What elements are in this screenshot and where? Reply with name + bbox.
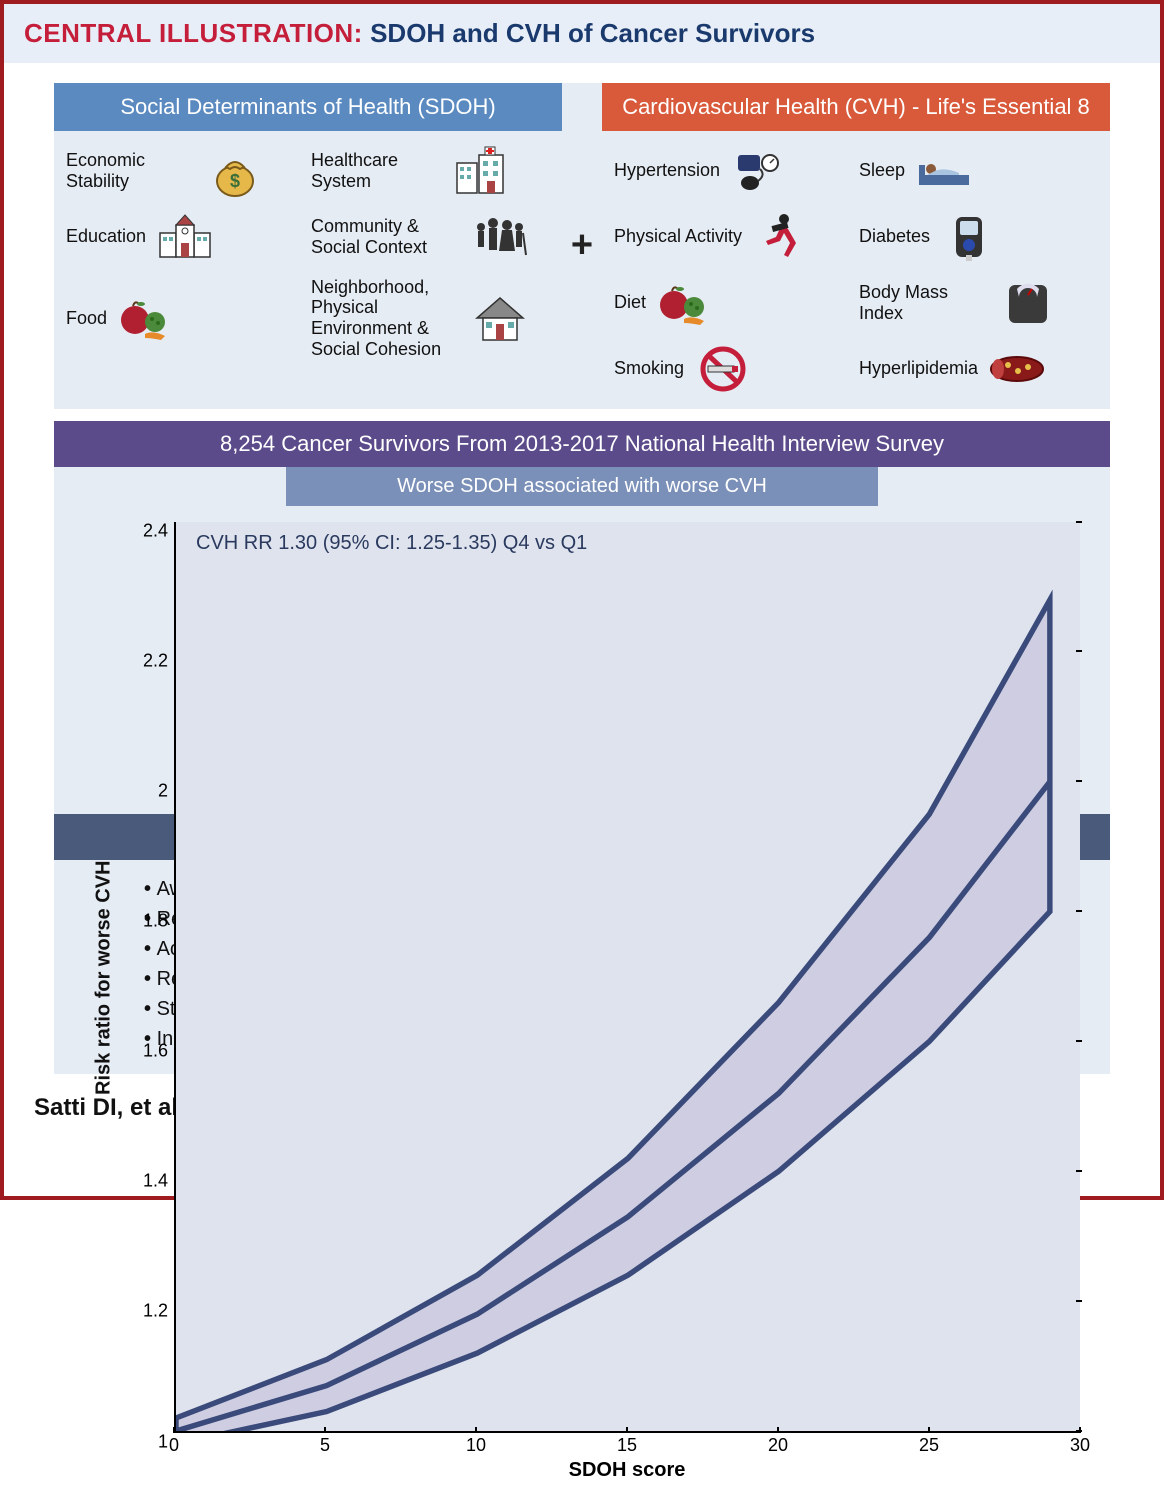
school-icon xyxy=(156,211,214,263)
cvh-item: Hypertension xyxy=(614,145,853,197)
sdoh-grid: Economic Stability Healthcare System Educa… xyxy=(54,131,562,374)
cvh-item-label: Hyperlipidemia xyxy=(859,358,978,379)
title-prefix: CENTRAL ILLUSTRATION: xyxy=(24,18,363,48)
ytick-label: 2.4 xyxy=(143,520,168,541)
xtick-label: 25 xyxy=(919,1435,939,1456)
cvh-item-label: Hypertension xyxy=(614,160,720,181)
cvh-panel: Cardiovascular Health (CVH) - Life's Ess… xyxy=(602,83,1110,409)
moneybag-icon xyxy=(206,145,264,197)
sdoh-item: Education xyxy=(66,211,305,263)
ytick-label: 1.4 xyxy=(143,1171,168,1192)
chart-ylabel: Risk ratio for worse CVH xyxy=(84,522,124,1433)
ytick-label: 1 xyxy=(158,1431,168,1452)
house-icon xyxy=(471,292,529,344)
figure-frame: CENTRAL ILLUSTRATION: SDOH and CVH of Ca… xyxy=(0,0,1164,1200)
title-bar: CENTRAL ILLUSTRATION: SDOH and CVH of Ca… xyxy=(4,4,1160,63)
bp-icon xyxy=(730,145,788,197)
cvh-item: Body Mass Index xyxy=(859,277,1098,329)
people-icon xyxy=(471,211,529,263)
cvh-item-label: Sleep xyxy=(859,160,905,181)
sdoh-item: Food xyxy=(66,277,305,360)
scale-icon xyxy=(999,277,1057,329)
artery-icon xyxy=(988,343,1046,395)
sdoh-item-label: Food xyxy=(66,308,107,329)
chart-xticks: 051015202530 xyxy=(174,1433,1080,1459)
sdoh-item: Neighborhood, Physical Environment & Soc… xyxy=(311,277,550,360)
sdoh-item-label: Economic Stability xyxy=(66,150,196,191)
sdoh-item-label: Healthcare System xyxy=(311,150,441,191)
ytick-label: 1.8 xyxy=(143,910,168,931)
ytick-label: 1.2 xyxy=(143,1301,168,1322)
xtick-label: 10 xyxy=(466,1435,486,1456)
xtick-label: 5 xyxy=(320,1435,330,1456)
chart-annotation: CVH RR 1.30 (95% CI: 1.25-1.35) Q4 vs Q1 xyxy=(196,532,587,555)
chart-area: Risk ratio for worse CVH 11.21.41.61.822… xyxy=(54,516,1110,814)
cvh-item: Sleep xyxy=(859,145,1098,197)
chart-svg xyxy=(176,522,1080,1431)
xtick-label: 30 xyxy=(1070,1435,1090,1456)
food-icon xyxy=(117,292,175,344)
cvh-item-label: Smoking xyxy=(614,358,684,379)
xtick-label: 20 xyxy=(768,1435,788,1456)
cvh-item: Hyperlipidemia xyxy=(859,343,1098,395)
xtick-label: 15 xyxy=(617,1435,637,1456)
cvh-item-label: Diet xyxy=(614,292,646,313)
title-main: SDOH and CVH of Cancer Survivors xyxy=(370,18,815,48)
cvh-item: Smoking xyxy=(614,343,853,395)
cvh-header: Cardiovascular Health (CVH) - Life's Ess… xyxy=(602,83,1110,131)
ytick-label: 2.2 xyxy=(143,650,168,671)
cvh-item: Physical Activity xyxy=(614,211,853,263)
survey-banner: 8,254 Cancer Survivors From 2013-2017 Na… xyxy=(54,421,1110,467)
food-icon xyxy=(656,277,714,329)
subbanner-wrap: Worse SDOH associated with worse CVH xyxy=(54,467,1110,516)
nosmoke-icon xyxy=(694,343,752,395)
sdoh-item: Economic Stability xyxy=(66,145,305,197)
chart-yticks: 11.21.41.61.822.22.4 xyxy=(124,522,174,1433)
sdoh-item-label: Neighborhood, Physical Environment & Soc… xyxy=(311,277,461,360)
panels-row: Social Determinants of Health (SDOH) Eco… xyxy=(54,83,1110,409)
glucometer-icon xyxy=(940,211,998,263)
sdoh-item: Community & Social Context xyxy=(311,211,550,263)
cvh-item-label: Diabetes xyxy=(859,226,930,247)
xtick-label: 0 xyxy=(169,1435,179,1456)
sdoh-item: Healthcare System xyxy=(311,145,550,197)
plus-icon: + xyxy=(562,83,602,409)
run-icon xyxy=(752,211,810,263)
sdoh-item-label: Community & Social Context xyxy=(311,216,461,257)
sdoh-panel: Social Determinants of Health (SDOH) Eco… xyxy=(54,83,562,409)
chart-plot: CVH RR 1.30 (95% CI: 1.25-1.35) Q4 vs Q1 xyxy=(174,522,1080,1433)
ytick-label: 2 xyxy=(158,780,168,801)
cvh-item: Diabetes xyxy=(859,211,1098,263)
sdoh-item-label: Education xyxy=(66,226,146,247)
cvh-grid: Hypertension Sleep Physical Activity Diabet… xyxy=(602,131,1110,409)
sdoh-header: Social Determinants of Health (SDOH) xyxy=(54,83,562,131)
hospital-icon xyxy=(451,145,509,197)
association-subbanner: Worse SDOH associated with worse CVH xyxy=(286,467,877,506)
cvh-item-label: Physical Activity xyxy=(614,226,742,247)
sleep-icon xyxy=(915,145,973,197)
content: Social Determinants of Health (SDOH) Eco… xyxy=(4,63,1160,1074)
chart-xlabel: SDOH score xyxy=(174,1459,1080,1489)
cvh-item-label: Body Mass Index xyxy=(859,282,989,323)
ytick-label: 1.6 xyxy=(143,1041,168,1062)
cvh-item: Diet xyxy=(614,277,853,329)
